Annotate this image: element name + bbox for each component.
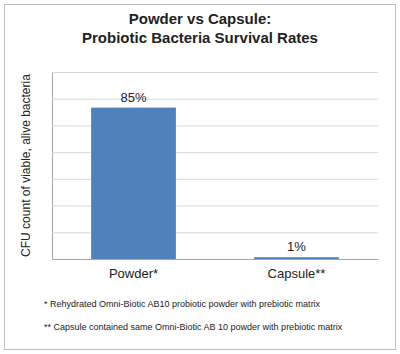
annotations: * Rehydrated Omni-Biotic AB10 probiotic … bbox=[44, 299, 343, 332]
y-tick bbox=[52, 72, 378, 73]
footnote: * Rehydrated Omni-Biotic AB10 probiotic … bbox=[44, 299, 321, 309]
y-axis bbox=[52, 73, 378, 260]
y-axis-title: CFU count of viable, alive bacteria bbox=[19, 74, 33, 257]
x-axis-line bbox=[53, 259, 379, 260]
chart-frame bbox=[5, 5, 396, 350]
plot: Powder* Capsule** 85% 1% bbox=[52, 73, 379, 281]
footnote: ** Capsule contained same Omni-Biotic AB… bbox=[44, 322, 343, 332]
y-tick bbox=[52, 259, 378, 260]
chart: Powder vs Capsule: Probiotic Bacteria Sur… bbox=[0, 0, 400, 354]
bar bbox=[91, 108, 176, 259]
data-label: 85% bbox=[120, 90, 146, 105]
grid-line bbox=[52, 259, 378, 260]
title-line: Powder vs Capsule: bbox=[129, 10, 272, 27]
x-axis: Powder* Capsule** bbox=[53, 259, 379, 281]
x-tick: Powder* bbox=[109, 259, 158, 281]
x-tick-label: Powder* bbox=[109, 266, 158, 281]
title: Powder vs Capsule: Probiotic Bacteria Sur… bbox=[82, 10, 318, 46]
grid-line bbox=[52, 99, 378, 100]
x-tick: Capsule** bbox=[268, 259, 326, 281]
bar bbox=[254, 257, 339, 259]
data-label: 1% bbox=[287, 239, 306, 254]
y-axis-line bbox=[53, 73, 379, 260]
x-tick-label: Capsule** bbox=[268, 266, 326, 281]
grid-line bbox=[52, 72, 378, 73]
data-labels: 85% 1% bbox=[120, 90, 306, 255]
bars bbox=[91, 108, 339, 259]
title-line: Probiotic Bacteria Survival Rates bbox=[82, 29, 318, 46]
y-tick bbox=[52, 99, 378, 100]
